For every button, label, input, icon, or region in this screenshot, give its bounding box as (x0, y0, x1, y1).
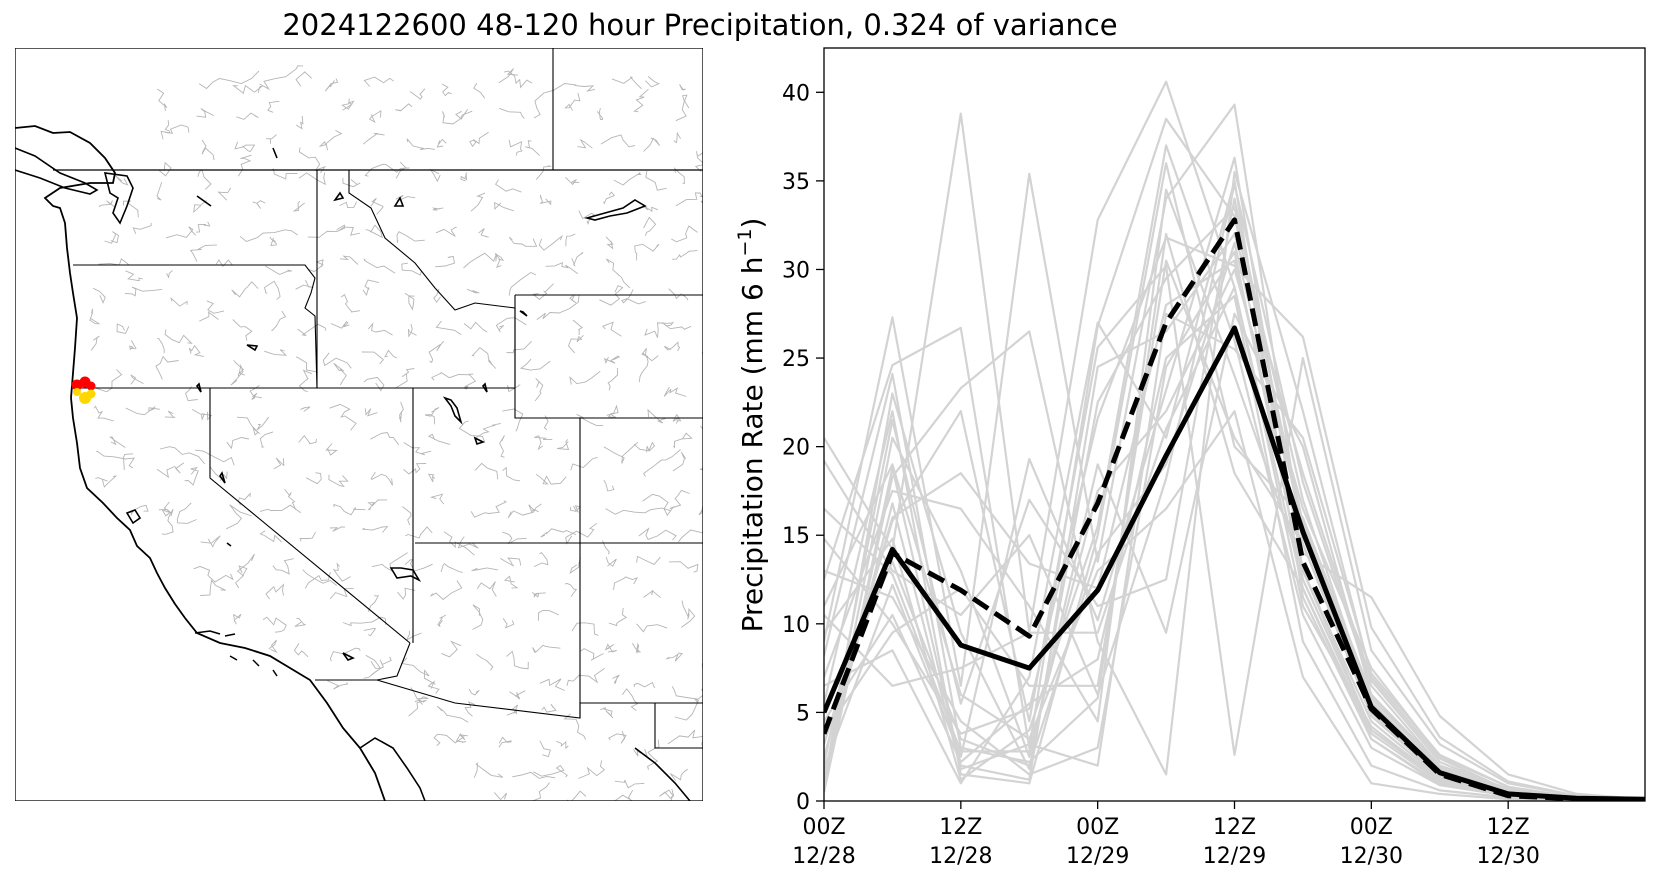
y-tick-label: 10 (782, 613, 810, 638)
x-tick-label-date: 12/29 (1203, 844, 1266, 869)
x-tick-label-time: 12Z (939, 815, 982, 840)
chart-svg: 0 5 10 15 20 25 30 35 40 00Z 12/28 12Z 12/28 00Z 12/2… (700, 40, 1658, 883)
x-tick-label-time: 00Z (1350, 815, 1393, 840)
x-tick-label-date: 12/30 (1476, 844, 1539, 869)
ensemble-layer (824, 82, 1645, 801)
y-axis: 0 5 10 15 20 25 30 35 40 (782, 81, 824, 815)
ensemble-member-line (824, 82, 1645, 800)
map-background (15, 48, 703, 801)
y-tick-label: 20 (782, 436, 810, 461)
y-tick-label: 40 (782, 81, 810, 106)
highlight-yellow-basin (73, 388, 81, 396)
basin-map (15, 48, 703, 801)
y-tick-label: 5 (796, 701, 810, 726)
x-tick-label-time: 12Z (1213, 815, 1256, 840)
x-tick-label-time: 00Z (1076, 815, 1119, 840)
x-tick-label-date: 12/28 (792, 844, 855, 869)
ensemble-member-line (824, 314, 1645, 800)
y-tick-label: 35 (782, 170, 810, 195)
highlight-yellow-basin (87, 390, 96, 399)
y-tick-label: 0 (796, 790, 810, 815)
y-axis-label: Precipitation Rate (mm 6 h−1) (734, 218, 769, 633)
map-svg (15, 48, 703, 801)
precip-chart: 0 5 10 15 20 25 30 35 40 00Z 12/28 12Z 12/28 00Z 12/2… (700, 40, 1658, 883)
x-tick-label-time: 12Z (1487, 815, 1530, 840)
x-axis: 00Z 12/28 12Z 12/28 00Z 12/29 12Z 12/29 00Z 12/30… (792, 801, 1540, 869)
highlight-red-basin (87, 382, 96, 391)
y-axis-label-superscript: −1 (734, 229, 756, 257)
x-tick-label-date: 12/29 (1066, 844, 1129, 869)
x-tick-label-time: 00Z (802, 815, 845, 840)
y-axis-label-suffix: ) (736, 218, 769, 229)
y-tick-label: 25 (782, 347, 810, 372)
x-tick-label-date: 12/28 (929, 844, 992, 869)
figure-title: 2024122600 48-120 hour Precipitation, 0.… (0, 8, 1400, 42)
x-tick-label-date: 12/30 (1340, 844, 1403, 869)
y-tick-label: 15 (782, 524, 810, 549)
ensemble-member-line (824, 314, 1645, 800)
y-axis-label-main: Precipitation Rate (mm 6 h (736, 257, 769, 633)
y-tick-label: 30 (782, 258, 810, 283)
